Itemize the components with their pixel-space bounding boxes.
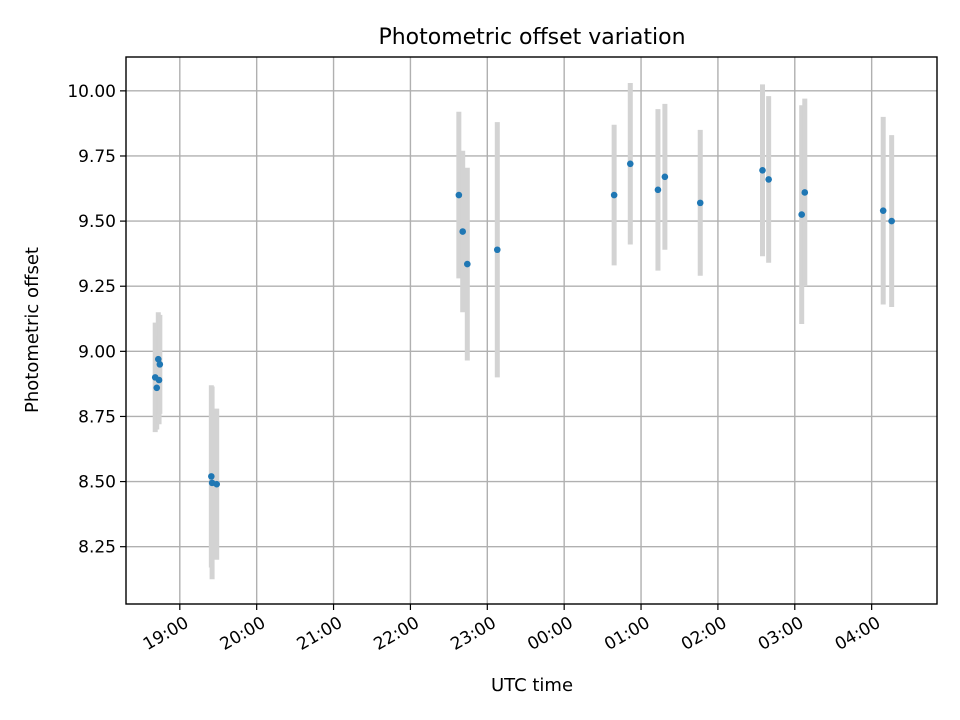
data-point: [696, 199, 704, 207]
data-point: [155, 376, 163, 384]
y-tick-label: 9.75: [78, 147, 116, 167]
y-tick-label: 8.75: [78, 407, 116, 427]
data-point: [153, 384, 161, 392]
y-tick-label: 8.25: [78, 538, 116, 558]
data-point: [759, 167, 766, 174]
y-axis-ticks: 8.25 8.50 8.75 9.00 9.25 9.50 9.75 10.00: [67, 82, 126, 558]
data-point: [765, 176, 772, 183]
data-point: [888, 217, 895, 225]
data-point: [455, 191, 463, 199]
y-tick-label: 8.50: [78, 473, 116, 493]
data-point: [154, 355, 162, 363]
data-point: [801, 189, 809, 196]
grid-lines: [126, 57, 937, 604]
data-points: [151, 160, 895, 488]
y-tick-label: 9.00: [78, 342, 116, 362]
y-axis-label: Photometric offset: [22, 247, 43, 413]
chart-title: Photometric offset variation: [378, 25, 685, 50]
plot-frame: [125, 56, 938, 605]
data-point: [493, 246, 501, 254]
x-axis-label: UTC time: [491, 675, 573, 696]
data-point: [610, 191, 618, 199]
data-point: [459, 228, 466, 235]
data-point: [661, 173, 669, 181]
data-point: [464, 260, 471, 268]
y-tick-label: 9.50: [78, 212, 116, 232]
y-tick-label: 10.00: [67, 82, 116, 102]
y-tick-label: 9.25: [78, 277, 116, 297]
data-point: [626, 160, 634, 168]
data-point: [156, 361, 164, 368]
data-point: [213, 480, 221, 488]
data-point: [654, 186, 662, 194]
data-point: [798, 211, 806, 218]
data-point: [208, 473, 215, 480]
data-point: [879, 207, 887, 214]
